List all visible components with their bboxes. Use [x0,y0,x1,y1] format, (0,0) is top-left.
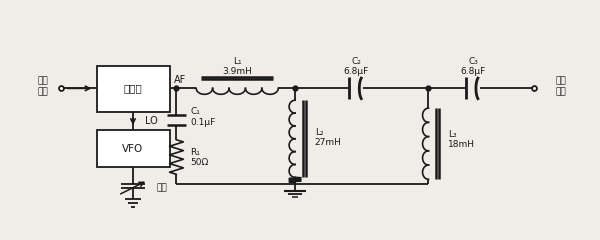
Text: 混频器: 混频器 [124,83,142,93]
Text: C₂
6.8μF: C₂ 6.8μF [344,57,369,76]
Text: C₃
6.8μF: C₃ 6.8μF [460,57,485,76]
Text: L₃
18mH: L₃ 18mH [448,130,475,150]
Text: 射频
输出: 射频 输出 [555,77,566,96]
Text: 射频
输入: 射频 输入 [38,77,49,96]
Bar [97,66,170,112]
Bar [97,130,170,168]
Text: VFO: VFO [122,144,143,154]
Text: 调频: 调频 [157,184,167,193]
Text: AF: AF [173,75,186,85]
Text: R₁
50Ω: R₁ 50Ω [190,148,209,167]
Text: LO: LO [145,116,158,126]
Text: L₂
27mH: L₂ 27mH [315,128,342,148]
Text: C₁
0.1μF: C₁ 0.1μF [190,107,215,127]
Text: L₁
3.9mH: L₁ 3.9mH [222,57,252,76]
